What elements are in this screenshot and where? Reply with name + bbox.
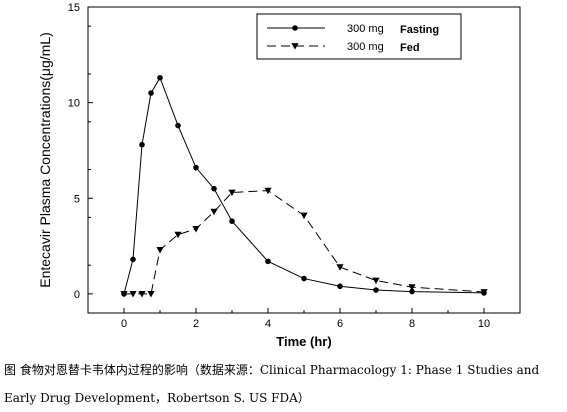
- data-point: [157, 74, 163, 81]
- x-tick-label: 10: [478, 318, 490, 330]
- series-line: [123, 76, 485, 295]
- legend-entry-fasting: 300 mg Fasting: [267, 23, 439, 36]
- pk-chart: 0 2 4 6 8 10 0 5 10 15 300 mg Fasting 300 mg Fed Tim…: [37, 2, 521, 349]
- data-point: [291, 43, 299, 50]
- caption-line-2: Early Drug Development，Robertson S. US F…: [4, 391, 310, 405]
- data-point: [408, 284, 416, 291]
- data-point: [120, 290, 128, 298]
- data-point: [156, 247, 164, 254]
- x-tick-label: 4: [265, 318, 271, 330]
- data-point: [229, 218, 235, 224]
- data-point: [480, 289, 488, 296]
- figure-caption: 图 食物对恩替卡韦体内过程的影响（数据来源：Clinical Pharmacol…: [4, 356, 564, 412]
- data-point: [147, 290, 155, 298]
- data-point: [192, 225, 200, 233]
- y-tick-label: 10: [68, 98, 80, 110]
- y-tick-label: 5: [74, 193, 80, 205]
- axis-ticks: 0 2 4 6 8 10 0 5 10 15: [68, 2, 490, 330]
- data-point: [174, 231, 182, 239]
- caption-line-1: 图 食物对恩替卡韦体内过程的影响（数据来源：Clinical Pharmacol…: [4, 363, 540, 377]
- x-tick-label: 2: [193, 318, 199, 330]
- series-fasting: [121, 74, 487, 297]
- data-point: [138, 290, 146, 298]
- data-point: [175, 122, 181, 129]
- y-tick-label: 0: [74, 289, 80, 301]
- data-point: [372, 277, 380, 285]
- y-tick-label: 15: [68, 2, 80, 14]
- data-point: [210, 208, 218, 216]
- x-tick-label: 6: [337, 318, 343, 330]
- x-tick-label: 8: [409, 318, 415, 330]
- legend-entry-fed: 300 mg Fed: [267, 41, 420, 54]
- legend-box: [256, 13, 462, 60]
- data-point: [148, 90, 154, 96]
- data-point: [193, 164, 199, 171]
- data-point: [129, 290, 137, 298]
- x-tick-label: 0: [121, 318, 127, 330]
- legend-series-name: Fed: [400, 42, 420, 54]
- data-point: [373, 287, 379, 293]
- data-point: [139, 141, 145, 148]
- legend: 300 mg Fasting 300 mg Fed: [256, 13, 462, 60]
- data-point: [265, 258, 271, 265]
- series-fed: [120, 187, 488, 298]
- data-point: [130, 256, 136, 263]
- data-point: [228, 189, 236, 197]
- legend-dose: 300 mg: [347, 23, 384, 35]
- legend-dose: 300 mg: [347, 41, 384, 53]
- series-layer: [120, 74, 488, 298]
- data-point: [301, 275, 307, 282]
- series-line: [124, 190, 485, 295]
- y-axis-label: Entecavir Plasma Concentrations(μg/mL): [37, 32, 53, 288]
- data-point: [409, 288, 415, 295]
- x-axis-label: Time (hr): [276, 334, 331, 349]
- data-point: [211, 185, 217, 192]
- data-point: [300, 212, 308, 220]
- data-point: [336, 264, 344, 271]
- data-point: [264, 187, 272, 195]
- data-point: [292, 25, 298, 31]
- data-point: [337, 283, 343, 290]
- legend-series-name: Fasting: [400, 24, 439, 36]
